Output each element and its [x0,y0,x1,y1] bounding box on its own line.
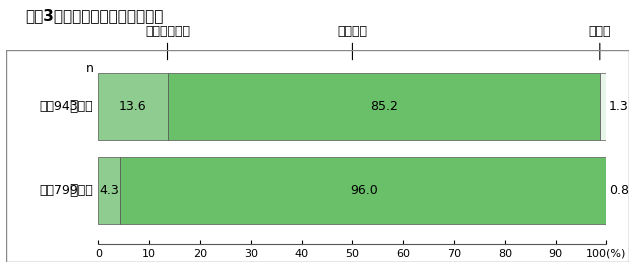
Text: n: n [86,62,93,75]
Text: 85.2: 85.2 [370,100,398,113]
Text: 図表3　交際相手からの被害経験: 図表3 交際相手からの被害経験 [25,8,164,23]
Bar [120,157,608,224]
Bar [168,73,600,140]
Bar [600,73,607,140]
Text: 女: 女 [70,99,78,113]
Text: 0.8: 0.8 [609,184,629,197]
Text: なかった: なかった [337,25,368,60]
Text: 1.3: 1.3 [609,100,629,113]
Text: 13.6: 13.6 [119,100,147,113]
Text: 性（943人）: 性（943人） [40,100,93,113]
Text: 4.3: 4.3 [100,184,119,197]
Text: 96.0: 96.0 [351,184,378,197]
Text: 性（799人）: 性（799人） [39,184,93,197]
Bar [608,157,612,224]
Bar [98,73,168,140]
Text: あった（計）: あった（計） [145,25,190,60]
Text: 無回答: 無回答 [589,25,611,60]
Bar [98,157,120,224]
Text: 男: 男 [70,183,78,197]
